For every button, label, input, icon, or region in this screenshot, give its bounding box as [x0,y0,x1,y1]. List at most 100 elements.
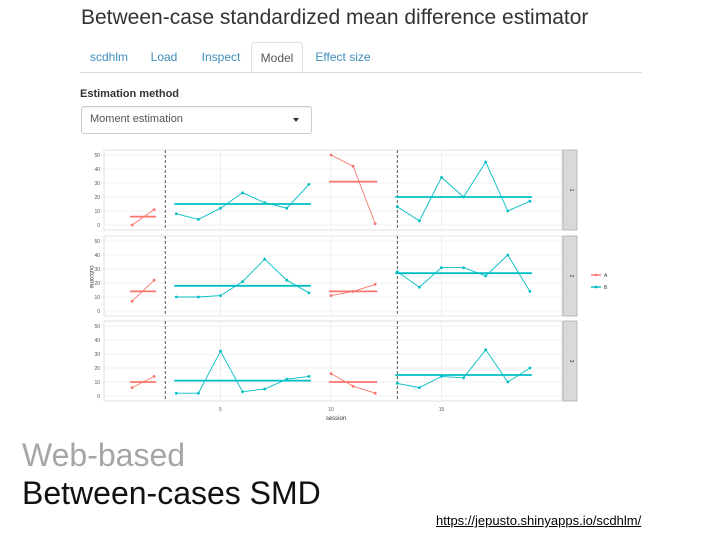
panel-strip-label: 1 [568,189,574,192]
data-point [130,386,134,389]
data-point [307,183,311,186]
legend-point-B [594,285,598,289]
data-point [373,391,377,395]
data-point [484,160,488,164]
data-point [174,295,178,299]
data-point [506,209,510,213]
data-point [197,218,200,221]
data-point [418,285,421,289]
y-tick-label: 10 [94,295,100,301]
legend-label-B: B [604,285,608,291]
y-tick-label: 40 [94,167,100,173]
data-point [395,382,399,385]
y-tick-label: 20 [94,281,100,287]
y-axis-label: outcome [88,265,94,289]
data-point [174,391,178,395]
y-tick-label: 50 [94,153,100,159]
data-point [197,295,200,299]
panel-strip-label: 2 [568,275,574,278]
data-point [462,376,465,380]
data-point [241,191,245,195]
data-point [528,366,532,370]
data-point [395,270,399,274]
data-point [263,257,267,261]
tab-scdhlm[interactable]: scdhlm [89,50,128,64]
data-point [395,205,399,209]
data-point [263,387,267,391]
panel-strip-label: 3 [568,360,574,363]
data-point [219,294,222,297]
data-point [351,384,355,388]
tab-bar: scdhlm Load Inspect Model Effect size [80,42,642,73]
data-point [152,278,156,282]
tab-model[interactable]: Model [251,42,303,72]
y-tick-label: 30 [94,267,100,273]
data-point [528,290,532,293]
y-tick-label: 40 [94,253,100,259]
data-point [440,266,443,269]
tab-effect-size[interactable]: Effect size [315,50,371,64]
chevron-down-icon [293,118,299,122]
data-point [506,253,510,257]
data-point [351,164,355,168]
x-tick-label: 15 [439,407,445,413]
app-url-link[interactable]: https://jepusto.shinyapps.io/scdhlm/ [436,513,642,528]
series-line-A [131,375,155,389]
data-point [373,222,377,226]
y-tick-label: 50 [94,324,100,330]
legend-point-A [594,273,598,277]
data-point [307,375,311,378]
x-tick-label: 10 [328,407,334,413]
x-tick-label: 5 [219,407,222,413]
y-tick-label: 0 [97,309,100,315]
data-point [351,290,355,293]
data-point [219,206,222,210]
slide-caption: Web-based Between-cases SMD [22,436,321,512]
data-point [152,208,156,212]
y-tick-label: 0 [97,394,100,400]
tab-load[interactable]: Load [150,50,178,64]
tab-inspect[interactable]: Inspect [201,50,241,64]
panel-2-background [103,235,563,317]
data-point [285,206,289,210]
panel-strip [562,320,578,402]
y-tick-label: 30 [94,181,100,187]
data-point [462,266,465,269]
data-point [263,201,267,205]
y-tick-label: 20 [94,195,100,201]
caption-line-1: Web-based [22,437,186,473]
data-point [528,199,532,203]
y-tick-label: 30 [94,352,100,358]
data-point [130,223,134,227]
data-point [418,386,421,389]
estimation-method-value: Moment estimation [90,113,183,125]
data-point [174,212,178,216]
data-point [241,280,245,283]
data-point [285,377,289,381]
series-line-A [131,209,155,226]
legend-label-A: A [604,273,608,279]
panel-strip [562,235,578,317]
x-axis-label: session [326,416,346,422]
data-point [152,375,156,378]
estimation-method-select[interactable]: Moment estimation [81,106,312,134]
y-tick-label: 50 [94,239,100,245]
caption-line-2: Between-cases SMD [22,475,321,511]
data-point [329,153,333,157]
y-tick-label: 10 [94,380,100,386]
panel-strip [562,149,578,231]
data-point [241,390,245,394]
y-tick-label: 40 [94,338,100,344]
data-point [373,283,377,286]
data-point [440,176,443,179]
app-title: Between-case standardized mean differenc… [81,6,589,29]
data-point [285,278,289,282]
data-point [506,380,510,384]
y-tick-label: 0 [97,223,100,229]
data-point [197,391,200,395]
panel-1-background [103,149,563,231]
y-tick-label: 10 [94,209,100,215]
data-point [418,219,421,223]
series-line-A [131,279,155,302]
